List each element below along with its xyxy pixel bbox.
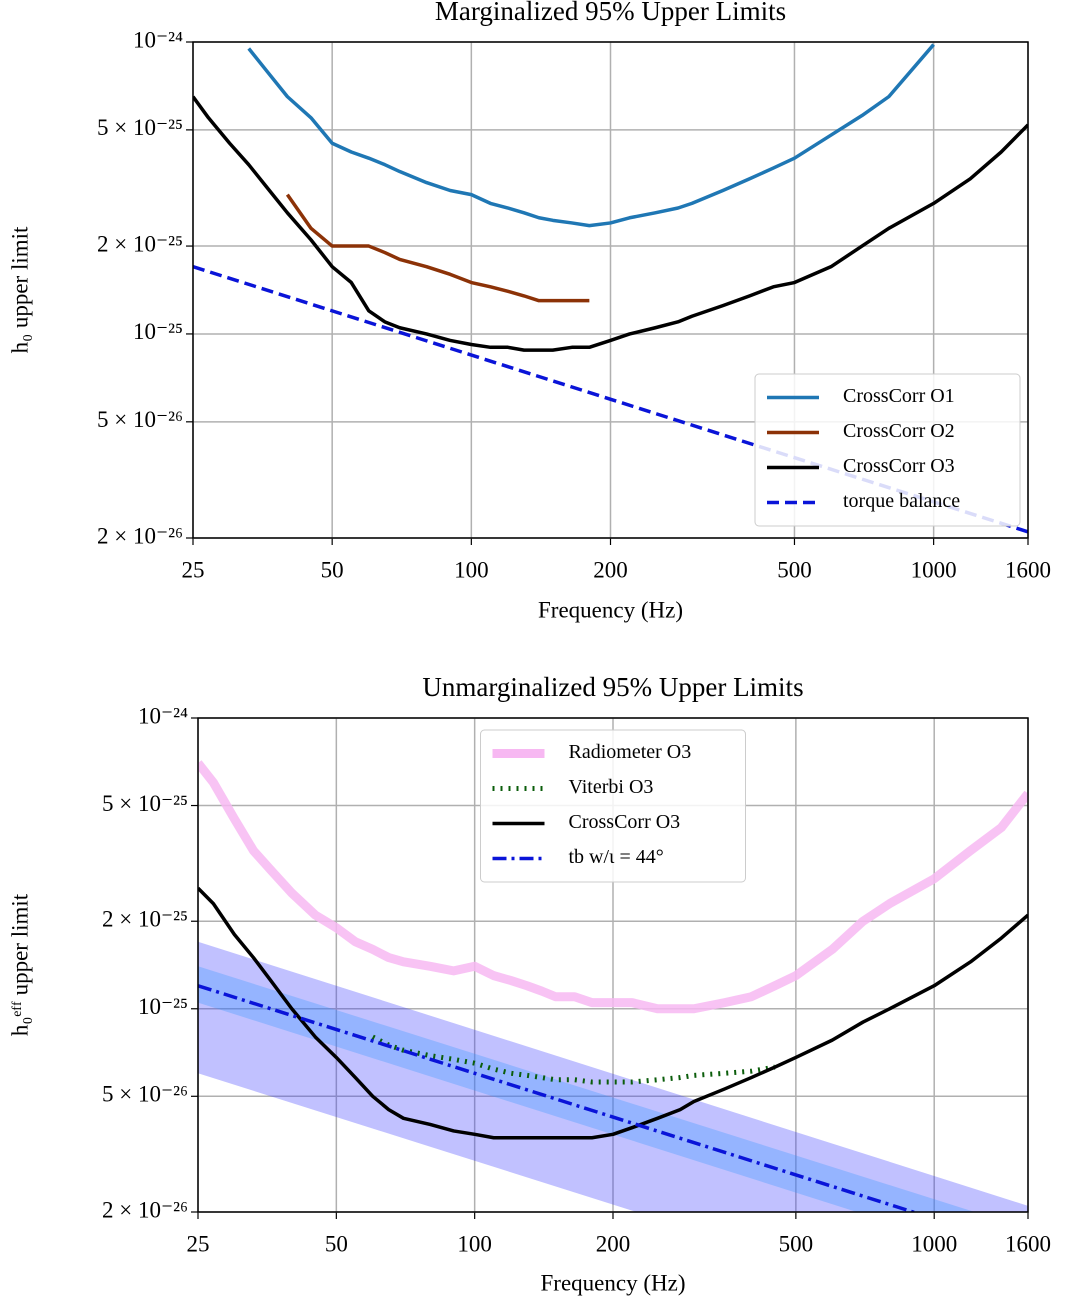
series-line [198, 760, 1028, 1014]
x-tick-label: 50 [325, 1231, 348, 1256]
uncertainty-band [198, 941, 1028, 1212]
legend-label: CrossCorr O1 [843, 385, 955, 407]
uncertainty-band [198, 966, 975, 1212]
axes-frame [197, 717, 1029, 1213]
chart-title: Unmarginalized 95% Upper Limits [422, 672, 803, 702]
legend-label: CrossCorr O3 [569, 811, 681, 833]
x-tick-label: 1000 [911, 1231, 957, 1256]
y-tick-label: 5 × 10⁻²⁵ [97, 115, 183, 140]
x-axis-label: Frequency (Hz) [541, 1270, 686, 1295]
x-tick-label: 1600 [1005, 557, 1051, 582]
chart-title: Marginalized 95% Upper Limits [435, 0, 786, 26]
series-line [285, 193, 590, 303]
plot-area [198, 760, 1028, 1212]
legend-label: tb w/ι = 44° [569, 846, 664, 868]
series-line [198, 984, 919, 1212]
x-tick-label: 25 [187, 1231, 210, 1256]
y-tick-label: 5 × 10⁻²⁶ [97, 407, 183, 432]
x-tick-label: 500 [777, 557, 812, 582]
y-tick-label: 2 × 10⁻²⁶ [97, 523, 183, 548]
legend-label: CrossCorr O3 [843, 455, 955, 477]
y-tick-label: 10⁻²⁴ [133, 27, 183, 52]
chart-panel: Marginalized 95% Upper Limits Frequency (… [7, 0, 1051, 622]
legend-label: Viterbi O3 [569, 776, 654, 798]
y-tick-label: 10⁻²⁴ [138, 703, 188, 728]
y-tick-label: 5 × 10⁻²⁶ [102, 1082, 188, 1107]
x-tick-label: 1600 [1005, 1231, 1051, 1256]
x-tick-label: 500 [779, 1231, 814, 1256]
legend-label: torque balance [843, 490, 960, 512]
legend-box [754, 373, 1021, 527]
series-line [193, 95, 1028, 352]
series-line [247, 43, 935, 228]
series-line [198, 886, 1028, 1140]
x-tick-label: 200 [593, 557, 628, 582]
x-tick-label: 50 [321, 557, 344, 582]
y-tick-label: 2 × 10⁻²⁵ [102, 907, 188, 932]
x-axis-label: Frequency (Hz) [538, 597, 683, 622]
y-tick-label: 5 × 10⁻²⁵ [102, 791, 188, 816]
y-axis-label: h₀ᵉᶠᶠ upper limit [7, 893, 32, 1036]
chart-panel: Unmarginalized 95% Upper Limits Frequency… [7, 672, 1051, 1295]
x-tick-label: 200 [596, 1231, 631, 1256]
x-tick-label: 25 [182, 557, 205, 582]
legend-label: Radiometer O3 [569, 741, 692, 763]
x-tick-label: 1000 [911, 557, 957, 582]
legend-label: CrossCorr O2 [843, 420, 955, 442]
x-tick-label: 100 [454, 557, 489, 582]
legend-box [480, 729, 746, 883]
y-tick-label: 2 × 10⁻²⁶ [102, 1197, 188, 1222]
y-tick-label: 2 × 10⁻²⁵ [97, 231, 183, 256]
x-tick-label: 100 [457, 1231, 492, 1256]
y-tick-label: 10⁻²⁵ [138, 994, 188, 1019]
axes-frame [192, 41, 1029, 539]
y-tick-label: 10⁻²⁵ [133, 319, 183, 344]
y-axis-label: h₀ upper limit [7, 226, 32, 353]
